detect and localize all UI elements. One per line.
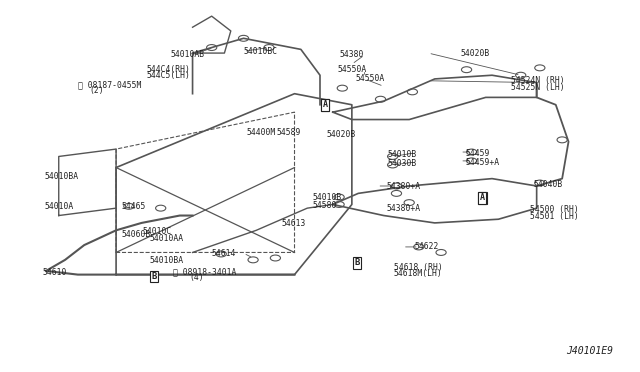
Text: A: A	[480, 193, 485, 202]
Text: 54589: 54589	[276, 128, 301, 137]
Text: 54500 (RH): 54500 (RH)	[531, 205, 579, 215]
Text: 54380: 54380	[339, 51, 364, 60]
Text: (4): (4)	[189, 273, 204, 282]
Text: 54010A: 54010A	[45, 202, 74, 211]
Text: 54622: 54622	[414, 243, 438, 251]
Text: 54010BA: 54010BA	[45, 172, 79, 181]
Text: 54060B: 54060B	[121, 230, 150, 239]
Text: 54010AA: 54010AA	[149, 234, 183, 243]
Text: J40101E9: J40101E9	[566, 346, 613, 356]
Text: 54618M(LH): 54618M(LH)	[394, 269, 443, 278]
Text: 54459+A: 54459+A	[465, 157, 499, 167]
Text: 54010AB: 54010AB	[170, 51, 204, 60]
Text: A: A	[323, 100, 328, 109]
Text: B: B	[355, 258, 360, 267]
Text: 54020B: 54020B	[326, 130, 356, 139]
Text: 54610: 54610	[43, 268, 67, 277]
Text: 54020B: 54020B	[460, 49, 490, 58]
Text: 54465: 54465	[121, 202, 145, 211]
Text: 54010B: 54010B	[312, 193, 342, 202]
Text: 54010BC: 54010BC	[244, 47, 278, 56]
Text: 544C5(LH): 544C5(LH)	[147, 71, 191, 80]
Text: 54040B: 54040B	[534, 180, 563, 189]
Text: A: A	[480, 193, 485, 202]
Text: Ⓝ 08918-3401A: Ⓝ 08918-3401A	[173, 267, 237, 276]
Text: 54380+A: 54380+A	[387, 204, 420, 214]
Text: B: B	[152, 272, 157, 281]
Text: 54030B: 54030B	[388, 158, 417, 168]
Text: 54618 (RH): 54618 (RH)	[394, 263, 443, 272]
Text: 54010B: 54010B	[388, 150, 417, 159]
Text: 54525N (LH): 54525N (LH)	[511, 83, 564, 92]
Text: 54380+A: 54380+A	[387, 182, 420, 191]
Text: 54550A: 54550A	[355, 74, 384, 83]
Text: 54010C: 54010C	[143, 227, 172, 235]
Text: 54400M: 54400M	[246, 128, 276, 137]
Text: A: A	[323, 100, 328, 109]
Text: 54010BA: 54010BA	[149, 256, 183, 265]
Text: 54550A: 54550A	[338, 65, 367, 74]
Text: 54524N (RH): 54524N (RH)	[511, 76, 564, 85]
Text: 54580: 54580	[312, 201, 337, 210]
Text: (2): (2)	[90, 86, 104, 95]
Text: 54459: 54459	[465, 149, 490, 158]
Text: Ⓑ 08187-0455M: Ⓑ 08187-0455M	[78, 80, 141, 89]
Text: 544C4(RH): 544C4(RH)	[147, 65, 191, 74]
Text: 54613: 54613	[282, 219, 306, 228]
Text: 54614: 54614	[212, 249, 236, 258]
Text: 54501 (LH): 54501 (LH)	[531, 212, 579, 221]
